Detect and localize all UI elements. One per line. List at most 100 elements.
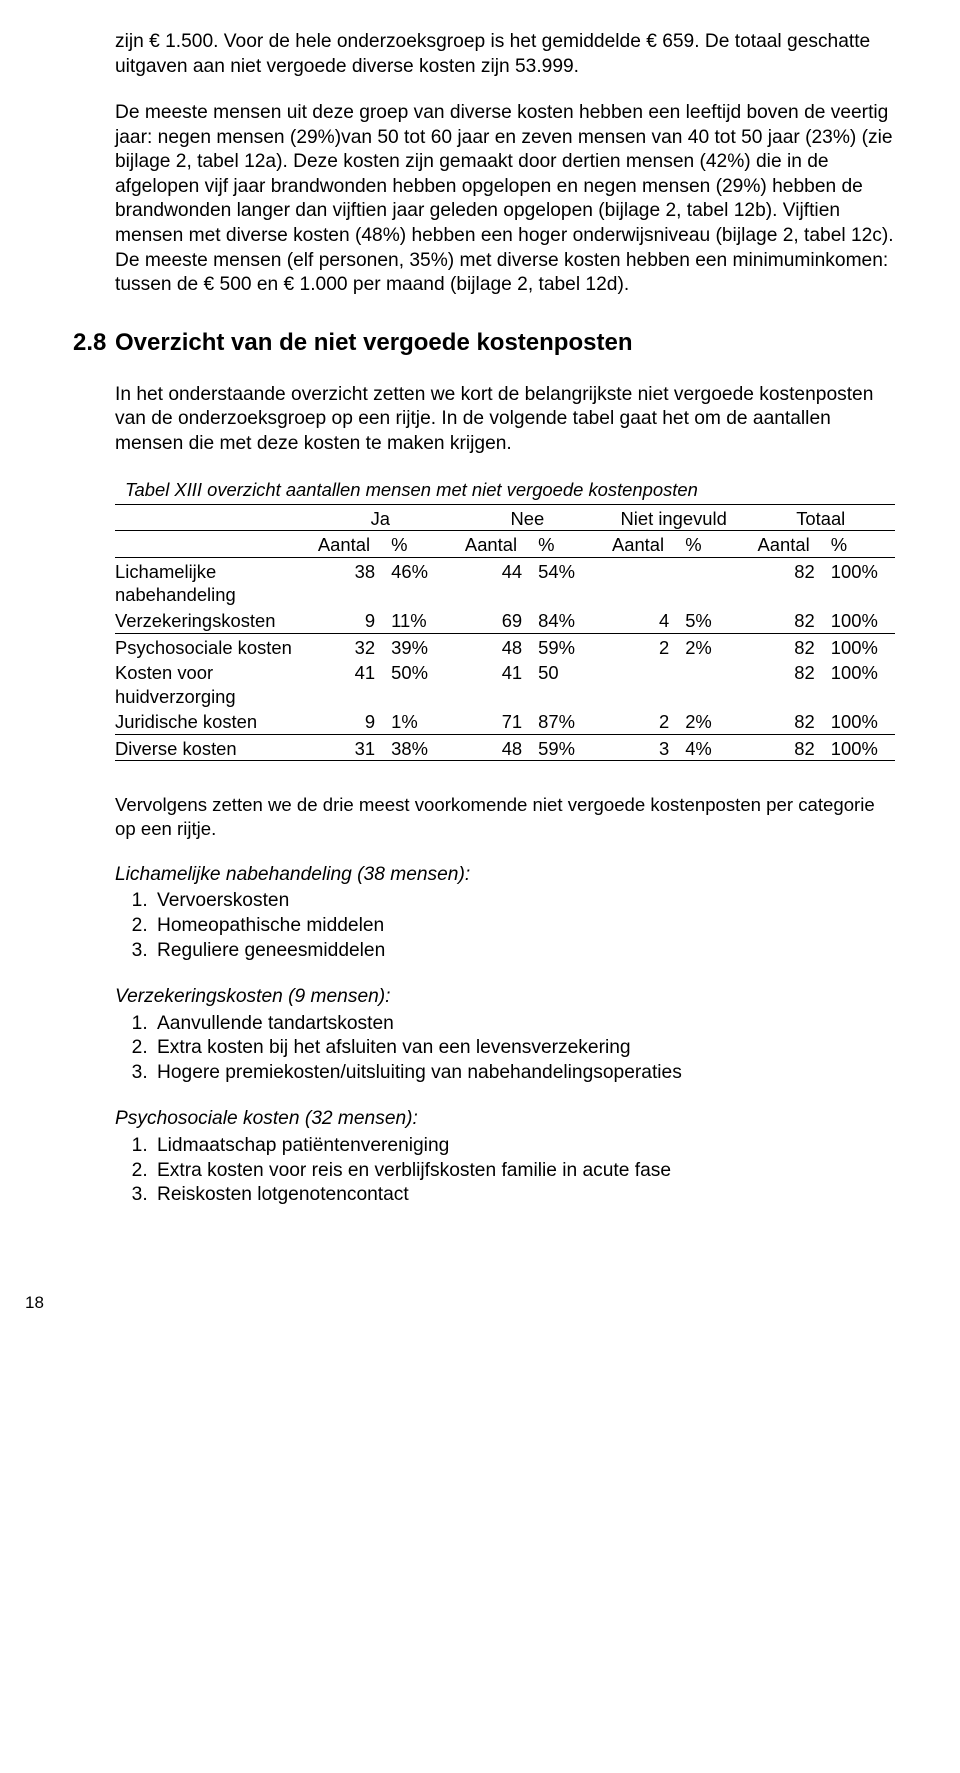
table-cell: 100%	[825, 734, 895, 761]
table-cell	[679, 659, 746, 708]
table-cell: 3	[601, 734, 679, 761]
table-cell: 38%	[385, 734, 454, 761]
table-row: Psychosociale kosten3239%4859%22%82100%	[115, 633, 895, 659]
table-cell: 1%	[385, 708, 454, 734]
table-cell: 2%	[679, 708, 746, 734]
page-number: 18	[25, 1292, 895, 1314]
section-heading: 2.8 Overzicht van de niet vergoede koste…	[73, 328, 895, 359]
table-row-label: Juridische kosten	[115, 708, 307, 734]
table-sub-header: %	[825, 531, 895, 558]
table-cell	[601, 659, 679, 708]
costs-table-body: JaNeeNiet ingevuldTotaalAantal%Aantal%Aa…	[115, 504, 895, 760]
table-cell: 41	[454, 659, 532, 708]
table-row: Kosten voor huidverzorging4150%415082100…	[115, 659, 895, 708]
table-cell: 82	[746, 633, 824, 659]
table-row-label: Psychosociale kosten	[115, 633, 307, 659]
table-cell: 38	[307, 557, 385, 607]
table-cell: 46%	[385, 557, 454, 607]
table-cell: 71	[454, 708, 532, 734]
table-header-empty	[115, 531, 307, 558]
paragraph-intro-1: zijn € 1.500. Voor de hele onderzoeksgro…	[115, 30, 895, 79]
table-cell: 100%	[825, 708, 895, 734]
table-cell: 48	[454, 633, 532, 659]
cost-group: Verzekeringskosten (9 mensen):Aanvullend…	[115, 985, 895, 1085]
cost-group-title: Psychosociale kosten (32 mensen):	[115, 1107, 895, 1132]
table-cell: 11%	[385, 607, 454, 633]
list-item: Hogere premiekosten/uitsluiting van nabe…	[153, 1061, 895, 1086]
costs-table: JaNeeNiet ingevuldTotaalAantal%Aantal%Aa…	[115, 504, 895, 761]
list-item: Homeopathische middelen	[153, 914, 895, 939]
table-sub-header: Aantal	[454, 531, 532, 558]
table-cell: 59%	[532, 633, 601, 659]
cost-group: Psychosociale kosten (32 mensen):Lidmaat…	[115, 1107, 895, 1207]
table-cell: 31	[307, 734, 385, 761]
table-row: Lichamelijke nabehandeling3846%4454% 8210…	[115, 557, 895, 607]
table-sub-header: %	[385, 531, 454, 558]
list-item: Reguliere geneesmiddelen	[153, 939, 895, 964]
table-cell: 54%	[532, 557, 601, 607]
table-group-header: Nee	[454, 504, 601, 531]
table-row-label: Lichamelijke nabehandeling	[115, 557, 307, 607]
table-cell: 82	[746, 734, 824, 761]
cost-group: Lichamelijke nabehandeling (38 mensen):V…	[115, 863, 895, 963]
table-cell: 39%	[385, 633, 454, 659]
table-cell: 48	[454, 734, 532, 761]
table-cell: 69	[454, 607, 532, 633]
table-cell	[601, 557, 679, 607]
table-cell: 4	[601, 607, 679, 633]
table-cell: 82	[746, 557, 824, 607]
table-cell: 100%	[825, 607, 895, 633]
table-cell: 82	[746, 607, 824, 633]
table-cell: 2	[601, 633, 679, 659]
table-sub-header: %	[679, 531, 746, 558]
list-item: Lidmaatschap patiëntenvereniging	[153, 1134, 895, 1159]
table-row-label: Kosten voor huidverzorging	[115, 659, 307, 708]
table-row: Verzekeringskosten911%6984%45%82100%	[115, 607, 895, 633]
list-item: Extra kosten bij het afsluiten van een l…	[153, 1036, 895, 1061]
table-cell: 87%	[532, 708, 601, 734]
list-item: Aanvullende tandartskosten	[153, 1012, 895, 1037]
table-cell: 82	[746, 708, 824, 734]
list-item: Extra kosten voor reis en verblijfskoste…	[153, 1159, 895, 1184]
table-row-label: Verzekeringskosten	[115, 607, 307, 633]
section-title: Overzicht van de niet vergoede kostenpos…	[115, 328, 632, 359]
table-cell: 32	[307, 633, 385, 659]
list-item: Vervoerskosten	[153, 889, 895, 914]
cost-group-list: Lidmaatschap patiëntenverenigingExtra ko…	[115, 1134, 895, 1208]
table-cell: 9	[307, 708, 385, 734]
table-group-header: Niet ingevuld	[601, 504, 747, 531]
table-cell: 2%	[679, 633, 746, 659]
cost-group-title: Lichamelijke nabehandeling (38 mensen):	[115, 863, 895, 888]
table-cell: 41	[307, 659, 385, 708]
table-cell: 82	[746, 659, 824, 708]
cost-group-list: Aanvullende tandartskostenExtra kosten b…	[115, 1012, 895, 1086]
table-sub-header: %	[532, 531, 601, 558]
section-number: 2.8	[73, 328, 115, 359]
paragraph-intro-2: De meeste mensen uit deze groep van dive…	[115, 101, 895, 298]
table-cell: 9	[307, 607, 385, 633]
paragraph-overview: In het onderstaande overzicht zetten we …	[115, 383, 895, 457]
cost-group-title: Verzekeringskosten (9 mensen):	[115, 985, 895, 1010]
table-cell: 50%	[385, 659, 454, 708]
cost-groups-container: Lichamelijke nabehandeling (38 mensen):V…	[115, 863, 895, 1208]
table-row: Juridische kosten91%7187%22%82100%	[115, 708, 895, 734]
table-cell: 100%	[825, 633, 895, 659]
table-cell: 50	[532, 659, 601, 708]
table-cell: 84%	[532, 607, 601, 633]
table-sub-header: Aantal	[307, 531, 385, 558]
table-cell	[679, 557, 746, 607]
table-cell: 44	[454, 557, 532, 607]
list-item: Reiskosten lotgenotencontact	[153, 1183, 895, 1208]
table-cell: 59%	[532, 734, 601, 761]
table-cell: 5%	[679, 607, 746, 633]
table-group-header: Ja	[307, 504, 454, 531]
cost-group-list: VervoerskostenHomeopathische middelenReg…	[115, 889, 895, 963]
table-cell: 100%	[825, 659, 895, 708]
table-row-label: Diverse kosten	[115, 734, 307, 761]
table-sub-header: Aantal	[601, 531, 679, 558]
table-cell: 100%	[825, 557, 895, 607]
table-cell: 2	[601, 708, 679, 734]
table-row: Diverse kosten3138%4859%34%82100%	[115, 734, 895, 761]
paragraph-followup: Vervolgens zetten we de drie meest voork…	[115, 793, 895, 841]
table-caption: Tabel XIII overzicht aantallen mensen me…	[125, 478, 895, 502]
